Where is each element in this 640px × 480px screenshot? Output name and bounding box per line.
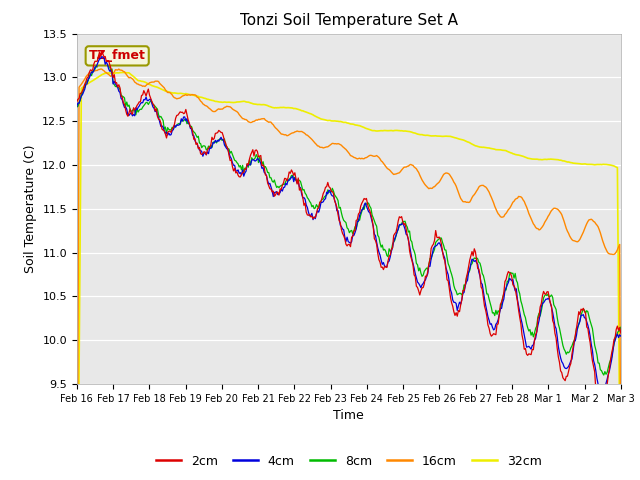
4cm	[568, 356, 576, 362]
2cm	[243, 161, 251, 167]
2cm	[568, 351, 576, 357]
16cm	[568, 237, 576, 242]
16cm	[97, 66, 104, 72]
4cm	[243, 162, 251, 168]
8cm	[617, 324, 625, 330]
Line: 2cm: 2cm	[77, 51, 621, 404]
16cm	[474, 186, 481, 192]
4cm	[98, 54, 106, 60]
Title: Tonzi Soil Temperature Set A: Tonzi Soil Temperature Set A	[240, 13, 458, 28]
32cm	[120, 70, 127, 75]
2cm	[98, 48, 106, 54]
8cm	[73, 104, 81, 110]
4cm	[474, 261, 481, 267]
4cm	[404, 237, 412, 243]
16cm	[378, 159, 386, 165]
8cm	[99, 55, 107, 61]
32cm	[378, 128, 386, 133]
8cm	[568, 343, 576, 349]
8cm	[303, 195, 311, 201]
2cm	[617, 330, 625, 336]
Line: 32cm: 32cm	[77, 72, 621, 480]
X-axis label: Time: Time	[333, 409, 364, 422]
32cm	[243, 99, 251, 105]
2cm	[378, 264, 386, 270]
16cm	[243, 118, 251, 123]
32cm	[568, 160, 576, 166]
Line: 4cm: 4cm	[77, 57, 621, 392]
2cm	[404, 236, 412, 242]
8cm	[378, 242, 386, 248]
4cm	[378, 262, 386, 267]
32cm	[303, 109, 311, 115]
4cm	[303, 204, 311, 210]
2cm	[474, 265, 481, 271]
Line: 16cm: 16cm	[77, 69, 621, 480]
Line: 8cm: 8cm	[77, 58, 621, 375]
Y-axis label: Soil Temperature (C): Soil Temperature (C)	[24, 144, 36, 273]
16cm	[404, 163, 412, 169]
Text: TZ_fmet: TZ_fmet	[89, 49, 146, 62]
4cm	[73, 104, 81, 109]
2cm	[73, 99, 81, 105]
32cm	[404, 129, 412, 134]
4cm	[617, 333, 625, 339]
32cm	[474, 144, 481, 149]
2cm	[598, 401, 605, 407]
Legend: 2cm, 4cm, 8cm, 16cm, 32cm: 2cm, 4cm, 8cm, 16cm, 32cm	[151, 450, 547, 473]
8cm	[243, 161, 251, 167]
16cm	[303, 132, 311, 138]
8cm	[404, 229, 412, 235]
4cm	[600, 389, 607, 395]
2cm	[303, 212, 311, 218]
8cm	[600, 372, 607, 378]
8cm	[474, 256, 481, 262]
